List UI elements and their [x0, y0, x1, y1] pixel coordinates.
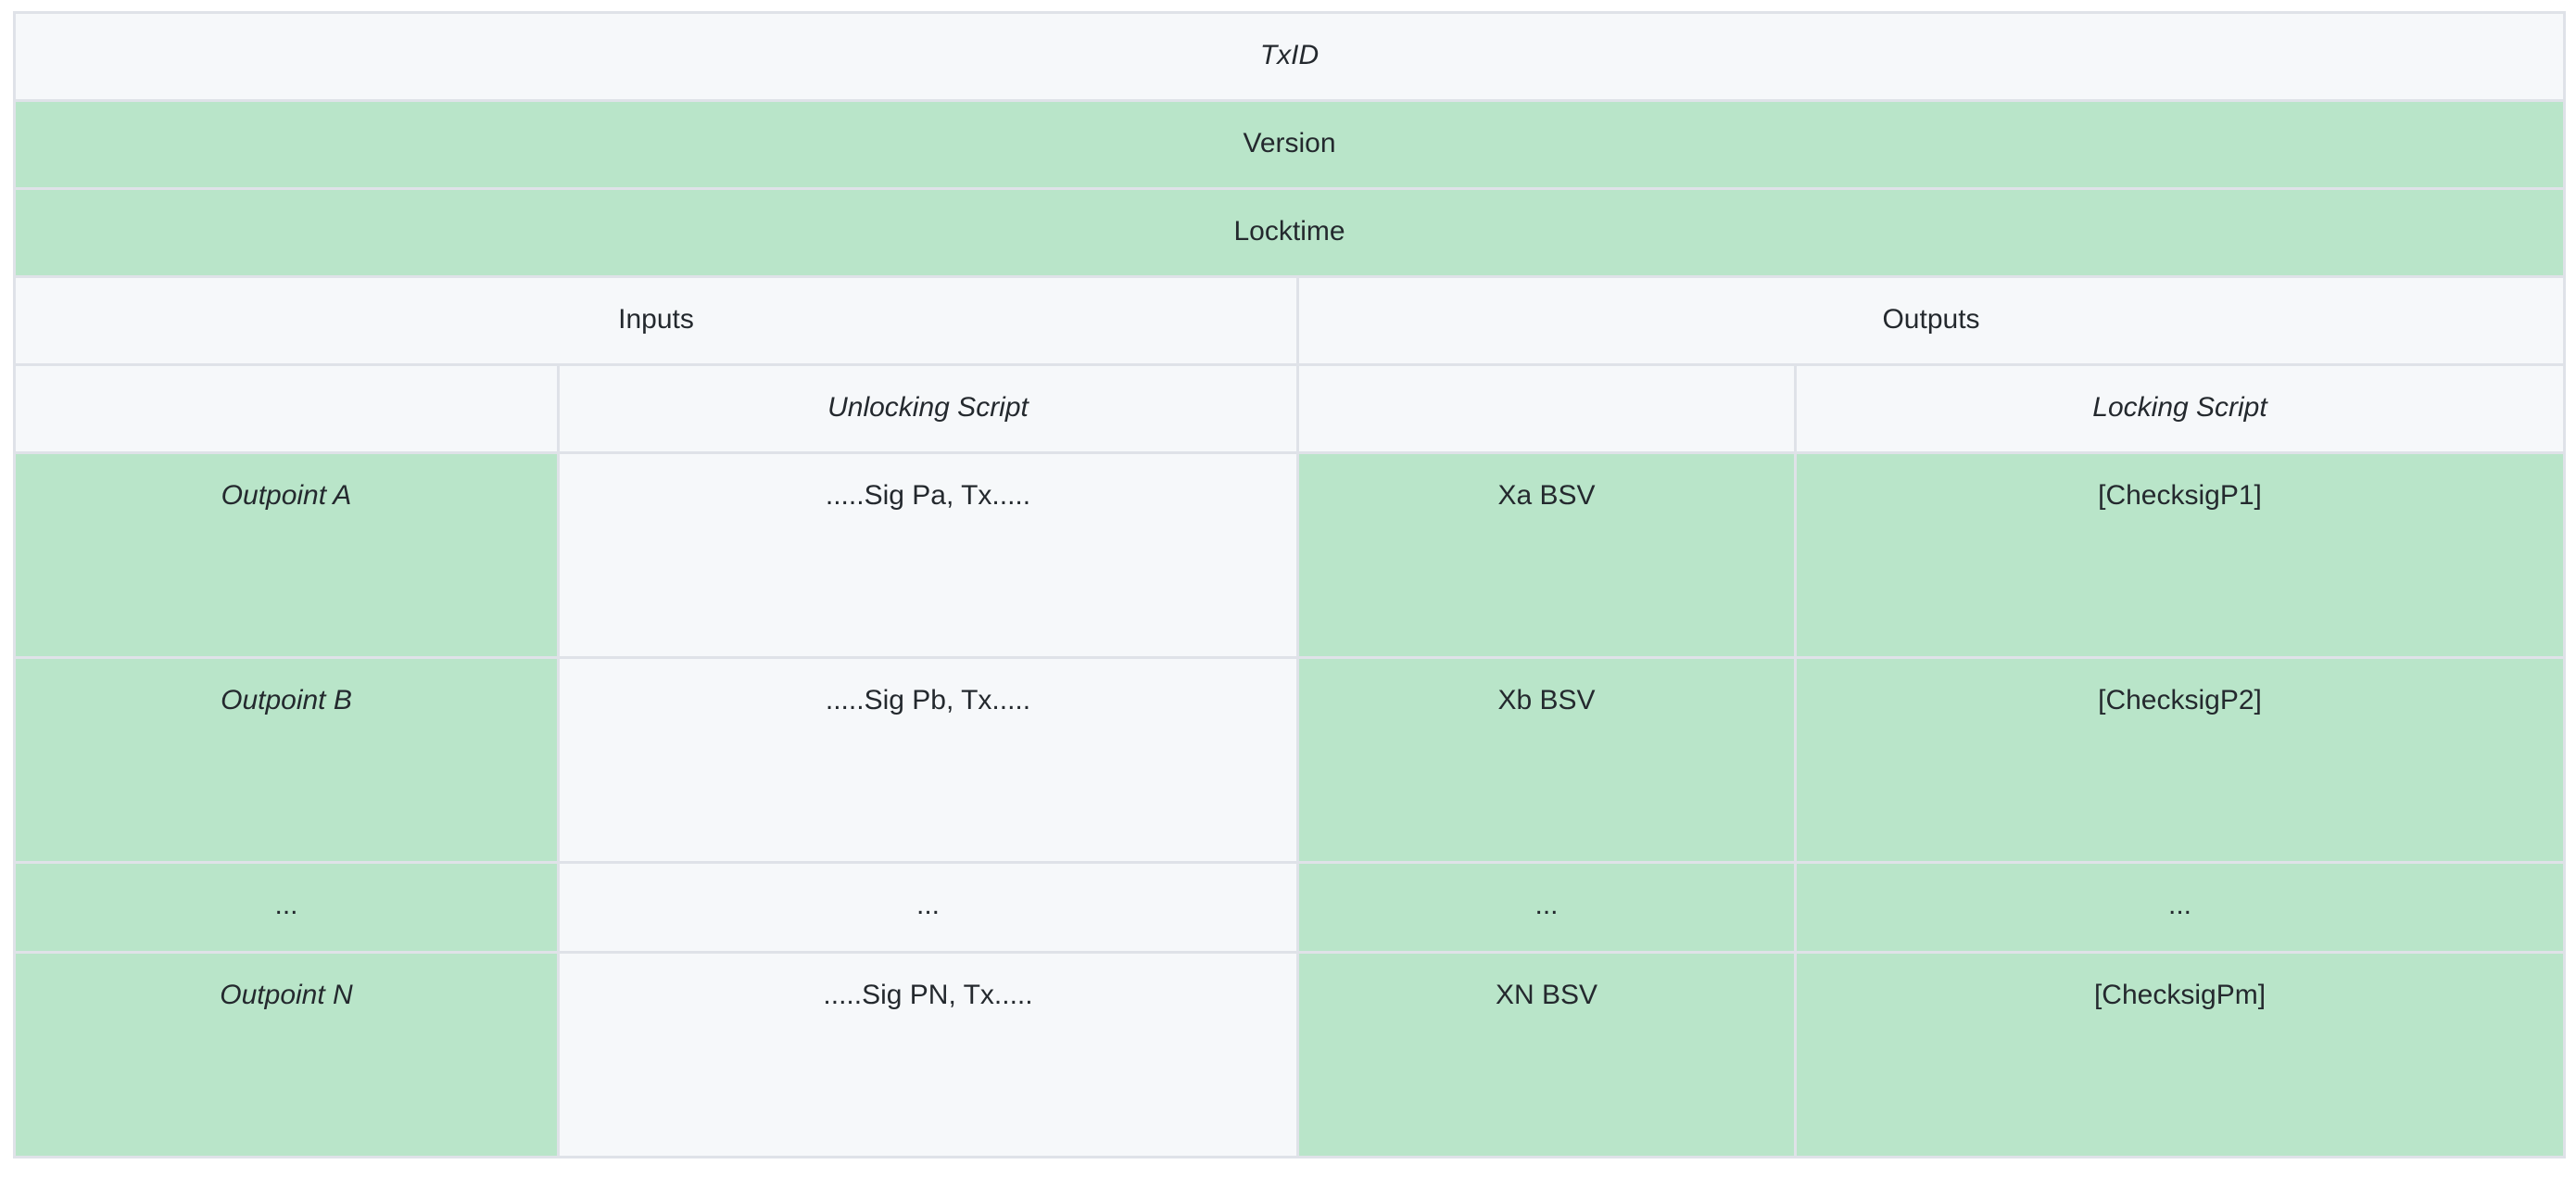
- table-row-outpoint-n: Outpoint N .....Sig PN, Tx..... XN BSV […: [13, 951, 2567, 1158]
- table-row-outpoint-a: Outpoint A .....Sig Pa, Tx..... Xa BSV […: [13, 451, 2567, 659]
- amount-cell: Xa BSV: [1296, 451, 1797, 659]
- outpoint-cell: Outpoint N: [13, 951, 560, 1158]
- unlocking-script-header-cell: Unlocking Script: [557, 363, 1299, 454]
- locking-script-cell: [ChecksigP1]: [1793, 451, 2567, 659]
- outpoint-cell: Outpoint A: [13, 451, 560, 659]
- version-row: Version: [12, 99, 2567, 190]
- unlocking-script-cell: .....Sig PN, Tx.....: [557, 951, 1299, 1158]
- table-row-ellipsis: ... ... ... ...: [13, 861, 2567, 954]
- unlocking-script-cell: .....Sig Pa, Tx.....: [557, 451, 1299, 659]
- locking-script-cell: [ChecksigPm]: [1793, 951, 2567, 1158]
- txid-cell: TxID: [12, 11, 2567, 102]
- amount-cell: Xb BSV: [1296, 656, 1797, 864]
- section-header-row: Inputs Outputs: [13, 275, 2567, 366]
- empty-header-cell-outputs: [1296, 363, 1797, 454]
- amount-cell: ...: [1296, 861, 1797, 954]
- outputs-header-cell: Outputs: [1295, 275, 2567, 366]
- empty-header-cell-inputs: [13, 363, 560, 454]
- outpoint-cell: ...: [13, 861, 560, 954]
- script-header-row: Unlocking Script Locking Script: [13, 363, 2567, 454]
- version-cell: Version: [12, 99, 2567, 190]
- unlocking-script-cell: .....Sig Pb, Tx.....: [557, 656, 1299, 864]
- locktime-cell: Locktime: [12, 187, 2567, 278]
- inputs-header-cell: Inputs: [13, 275, 1299, 366]
- locking-script-cell: ...: [1793, 861, 2567, 954]
- locktime-row: Locktime: [12, 187, 2567, 278]
- locking-script-header-cell: Locking Script: [1793, 363, 2567, 454]
- unlocking-script-cell: ...: [557, 861, 1299, 954]
- outpoint-cell: Outpoint B: [13, 656, 560, 864]
- locking-script-cell: [ChecksigP2]: [1793, 656, 2567, 864]
- txid-row: TxID: [12, 11, 2567, 102]
- amount-cell: XN BSV: [1296, 951, 1797, 1158]
- transaction-structure-table: TxID Version Locktime Inputs Outputs Unl…: [12, 11, 2567, 1158]
- table-row-outpoint-b: Outpoint B .....Sig Pb, Tx..... Xb BSV […: [13, 656, 2567, 864]
